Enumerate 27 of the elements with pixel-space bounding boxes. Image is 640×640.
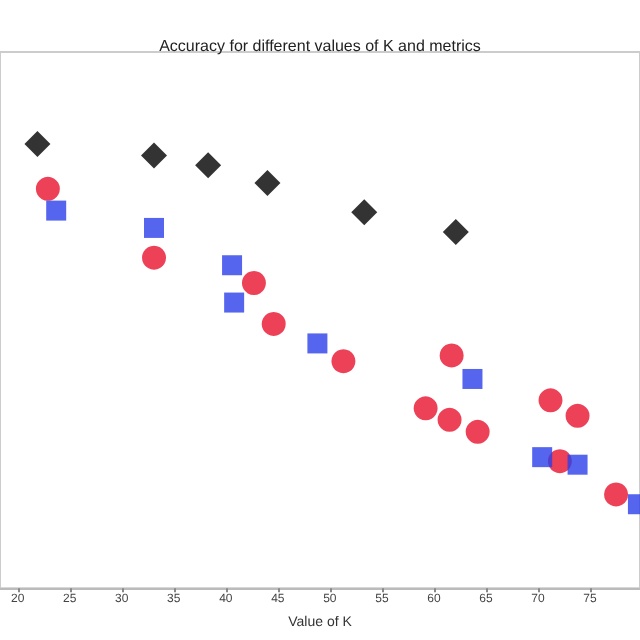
point — [462, 368, 483, 389]
point — [442, 218, 469, 245]
point — [437, 407, 462, 432]
point — [141, 142, 168, 169]
point — [35, 176, 60, 201]
point — [241, 271, 266, 295]
point — [195, 152, 222, 179]
point — [46, 200, 67, 221]
point — [222, 255, 243, 276]
point — [413, 396, 438, 421]
point — [538, 388, 563, 413]
point — [261, 311, 286, 336]
point — [604, 482, 629, 507]
point — [331, 349, 356, 374]
point — [565, 403, 590, 428]
point — [465, 419, 490, 444]
point — [439, 343, 464, 368]
point — [307, 333, 328, 354]
point — [532, 447, 553, 468]
point — [224, 292, 245, 313]
point — [142, 245, 167, 270]
chart-title: Accuracy for different values of K and metrics — [159, 37, 481, 55]
point — [254, 170, 281, 197]
point — [24, 130, 51, 157]
point — [567, 454, 588, 475]
point — [351, 199, 378, 226]
point — [144, 217, 165, 238]
